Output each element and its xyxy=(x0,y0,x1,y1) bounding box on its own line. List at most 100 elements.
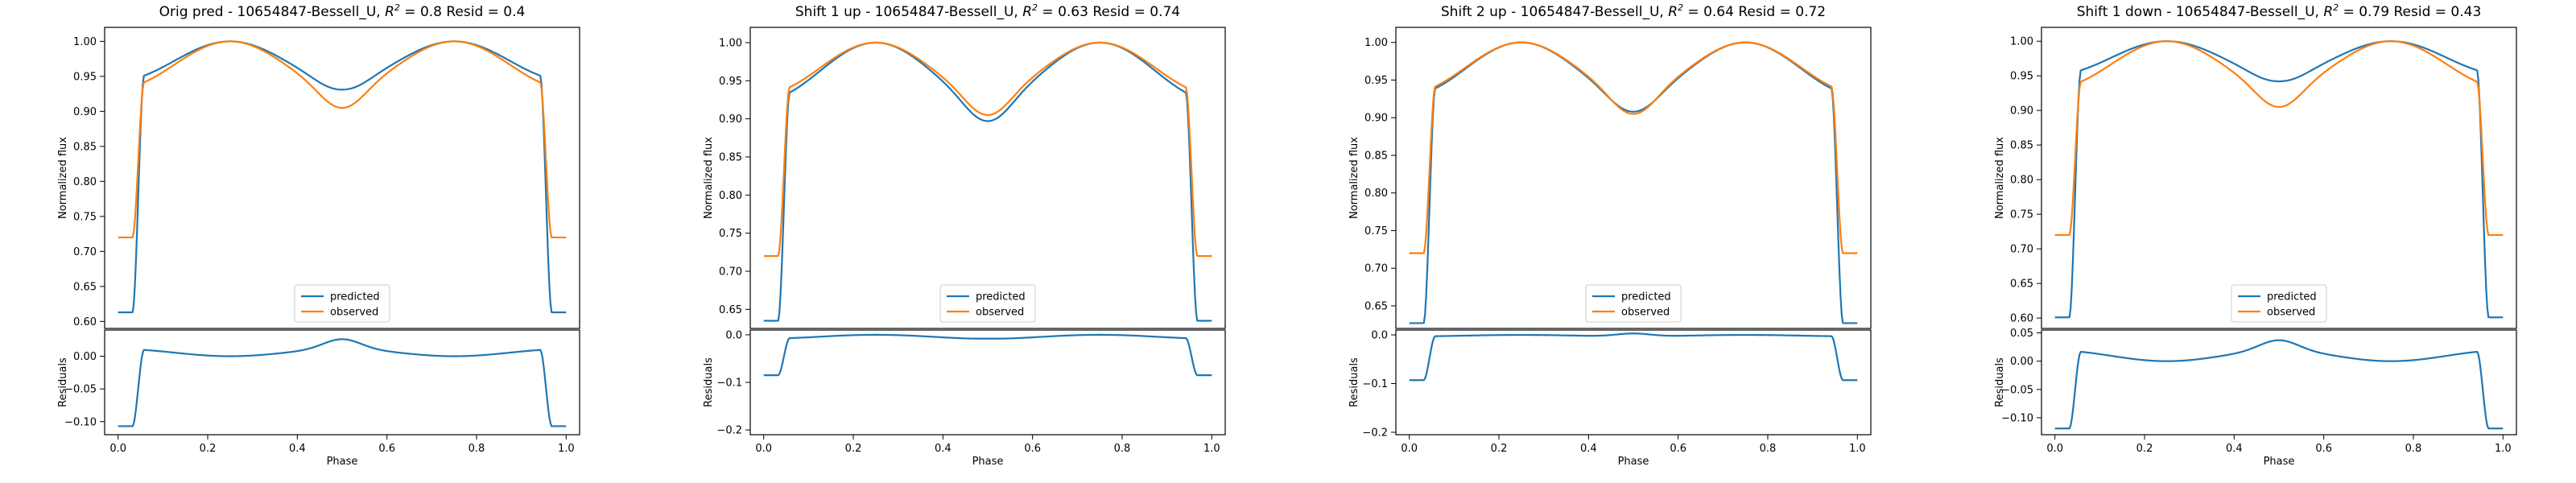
x-tick-label: 0.6 xyxy=(1024,443,1041,455)
x-tick-label: 0.2 xyxy=(845,443,862,455)
legend-box xyxy=(294,284,390,323)
y-axis-label-residuals: Residuals xyxy=(703,357,715,407)
top-axes-frame xyxy=(1395,27,1872,329)
x-tick-label: 0.2 xyxy=(2136,443,2153,455)
panel-title: Shift 1 up - 10654847-Bessell_U, R2 = 0.… xyxy=(795,2,1180,20)
y-tick-label: 0.0 xyxy=(725,329,742,341)
x-tick-label: 0.6 xyxy=(1670,443,1686,455)
panel-title: Shift 1 down - 10654847-Bessell_U, R2 = … xyxy=(2077,2,2482,20)
x-tick-label: 0.8 xyxy=(1114,443,1131,455)
series-line-predicted xyxy=(118,40,567,314)
legend-box xyxy=(939,284,1036,323)
x-tick-label: 0.0 xyxy=(755,443,772,455)
series-line-predicted xyxy=(1409,41,1858,324)
y-tick-label: 0.75 xyxy=(1364,225,1388,237)
panel-3: Shift 2 up - 10654847-Bessell_U, R2 = 0.… xyxy=(1348,2,1872,468)
x-tick-label: 0.8 xyxy=(469,443,485,455)
x-tick-label: 0.8 xyxy=(2405,443,2422,455)
y-tick-label: 0.80 xyxy=(2010,175,2033,187)
y-axis-label-flux: Normalized flux xyxy=(703,137,715,219)
y-axis-label-flux: Normalized flux xyxy=(1348,137,1360,219)
y-axis-label-residuals: Residuals xyxy=(57,357,69,407)
y-tick-label: −0.2 xyxy=(1362,427,1388,439)
y-tick-label: 0.60 xyxy=(73,316,97,328)
x-axis-label: Phase xyxy=(327,456,358,468)
top-axes-frame xyxy=(104,27,580,329)
series-line-residuals xyxy=(763,333,1212,377)
bottom-axes-frame xyxy=(749,329,1226,436)
panel-2: Shift 1 up - 10654847-Bessell_U, R2 = 0.… xyxy=(703,2,1226,468)
y-tick-label: 0.85 xyxy=(2010,140,2033,152)
y-tick-label: 0.75 xyxy=(73,211,97,223)
bottom-axes-frame xyxy=(2041,329,2517,436)
x-tick-label: 1.0 xyxy=(2495,443,2512,455)
x-tick-label: 1.0 xyxy=(1849,443,1866,455)
x-tick-label: 0.0 xyxy=(2046,443,2063,455)
legend-label-predicted: predicted xyxy=(2267,291,2317,303)
legend-box xyxy=(1585,284,1682,323)
series-line-observed xyxy=(2054,40,2504,237)
legend-label-predicted: predicted xyxy=(1621,291,1671,303)
y-tick-label: 0.90 xyxy=(2010,105,2033,118)
x-axis-label: Phase xyxy=(972,456,1004,468)
x-tick-label: 1.0 xyxy=(1203,443,1220,455)
y-tick-label: −0.10 xyxy=(64,416,97,428)
y-tick-label: 1.00 xyxy=(1364,37,1388,49)
legend-label-observed: observed xyxy=(330,307,378,319)
series-line-residuals xyxy=(1409,332,1858,382)
y-tick-label: 0.90 xyxy=(719,114,742,126)
series-line-residuals xyxy=(118,338,567,427)
x-tick-label: 0.0 xyxy=(1401,443,1418,455)
x-tick-label: 0.8 xyxy=(1760,443,1777,455)
legend-label-observed: observed xyxy=(2267,307,2315,319)
y-tick-label: 0.85 xyxy=(719,151,742,163)
y-tick-label: −0.1 xyxy=(1362,378,1388,390)
panel-4: Shift 1 down - 10654847-Bessell_U, R2 = … xyxy=(1994,2,2517,468)
top-axes-frame xyxy=(2041,27,2517,329)
y-tick-label: 0.80 xyxy=(719,190,742,202)
x-tick-label: 0.4 xyxy=(289,443,306,455)
y-tick-label: 0.80 xyxy=(1364,188,1388,200)
y-tick-label: 0.75 xyxy=(719,228,742,240)
y-tick-label: 0.90 xyxy=(73,106,97,118)
series-line-observed xyxy=(1409,41,1858,254)
x-tick-label: 0.4 xyxy=(935,443,952,455)
y-tick-label: 1.00 xyxy=(2010,36,2033,48)
top-axes-frame xyxy=(749,27,1226,329)
legend-box xyxy=(2231,284,2327,323)
y-tick-label: 0.00 xyxy=(2010,356,2033,368)
bottom-axes-frame xyxy=(104,329,580,436)
y-tick-label: 1.00 xyxy=(719,37,742,49)
legend-label-observed: observed xyxy=(1621,307,1670,319)
y-tick-label: −0.10 xyxy=(2001,412,2033,424)
y-tick-label: 0.00 xyxy=(73,351,97,363)
y-tick-label: 0.75 xyxy=(2010,209,2033,221)
x-tick-label: 0.6 xyxy=(2315,443,2332,455)
y-tick-label: 0.90 xyxy=(1364,113,1388,125)
series-line-predicted xyxy=(763,41,1212,322)
x-tick-label: 0.4 xyxy=(1580,443,1597,455)
y-axis-label-residuals: Residuals xyxy=(1348,357,1360,407)
y-tick-label: 1.00 xyxy=(73,36,97,48)
y-tick-label: −0.05 xyxy=(64,384,97,396)
panel-1: Orig pred - 10654847-Bessell_U, R2 = 0.8… xyxy=(57,2,580,468)
y-tick-label: 0.0 xyxy=(1371,330,1388,342)
y-tick-label: 0.95 xyxy=(1364,75,1388,87)
x-axis-label: Phase xyxy=(2264,456,2295,468)
y-tick-label: 0.95 xyxy=(719,76,742,88)
x-tick-label: 0.2 xyxy=(200,443,217,455)
legend-label-predicted: predicted xyxy=(976,291,1026,303)
y-tick-label: 0.85 xyxy=(73,141,97,153)
y-axis-label-flux: Normalized flux xyxy=(57,137,69,219)
x-tick-label: 1.0 xyxy=(558,443,575,455)
series-line-predicted xyxy=(2054,40,2504,319)
y-tick-label: −0.2 xyxy=(716,425,742,437)
y-tick-label: 0.60 xyxy=(2010,313,2033,325)
y-tick-label: 0.85 xyxy=(1364,150,1388,162)
y-tick-label: 0.65 xyxy=(2010,279,2033,291)
y-tick-label: −0.05 xyxy=(2001,384,2033,396)
y-tick-label: 0.80 xyxy=(73,176,97,188)
y-tick-label: 0.65 xyxy=(1364,300,1388,312)
panel-title: Orig pred - 10654847-Bessell_U, R2 = 0.8… xyxy=(159,2,526,20)
y-tick-label: 0.95 xyxy=(73,71,97,83)
